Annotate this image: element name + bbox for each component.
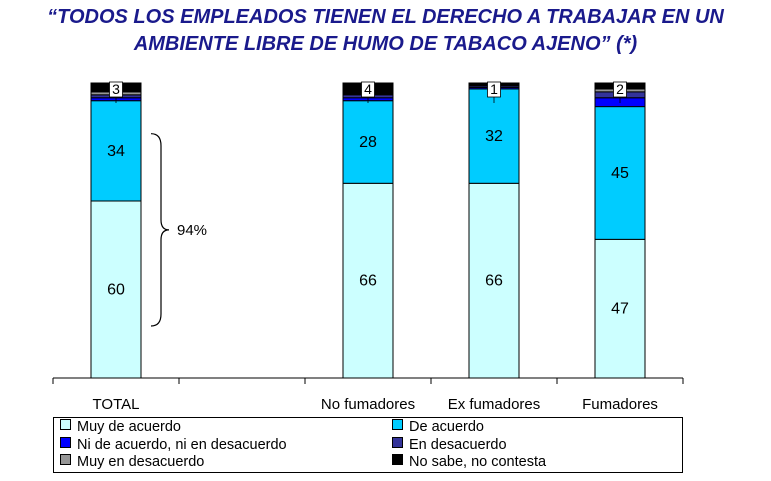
legend-item: Muy de acuerdo — [60, 419, 181, 436]
data-label: 3 — [112, 81, 120, 97]
chart-legend: Muy de acuerdo De acuerdo Ni de acuerdo, n… — [53, 417, 683, 473]
legend-label: Muy en desacuerdo — [77, 454, 205, 470]
legend-item: No sabe, no contesta — [392, 454, 546, 471]
data-label: 28 — [359, 134, 377, 151]
legend-swatch — [392, 454, 403, 465]
bar-segment — [468, 88, 520, 184]
legend-swatch — [60, 436, 71, 448]
data-label: 1 — [490, 81, 498, 97]
data-label: 2 — [616, 81, 624, 97]
data-label: 45 — [611, 165, 629, 182]
x-tick-label: No fumadores — [321, 396, 415, 413]
legend-label: En desacuerdo — [409, 436, 507, 453]
bar-segment — [468, 182, 520, 379]
bar-segment — [594, 238, 646, 379]
data-label: 34 — [107, 143, 125, 160]
annotation-label: 94% — [177, 222, 207, 239]
legend-swatch — [60, 419, 71, 430]
chart-title-line-2: AMBIENTE LIBRE DE HUMO DE TABACO AJENO” … — [133, 33, 638, 55]
legend-item: Muy en desacuerdo — [60, 454, 204, 471]
legend-label: No sabe, no contesta — [409, 454, 547, 470]
data-label: 47 — [611, 301, 629, 318]
legend-label: De acuerdo — [409, 419, 484, 435]
legend-item: Ni de acuerdo, ni en desacuerdo — [60, 436, 287, 454]
data-label: 60 — [107, 282, 125, 299]
annotation-brace — [150, 133, 170, 327]
chart-title-line-1: “TODOS LOS EMPLEADOS TIENEN EL DERECHO A… — [47, 6, 724, 28]
chart-title: “TODOS LOS EMPLEADOS TIENEN EL DERECHO A… — [0, 4, 771, 58]
legend-label: Ni de acuerdo, ni en desacuerdo — [77, 436, 287, 453]
data-label: 32 — [485, 128, 503, 145]
bar-segment — [90, 100, 142, 202]
bar-segment — [90, 200, 142, 379]
legend-item: De acuerdo — [392, 419, 484, 436]
x-tick-label: Fumadores — [582, 396, 658, 413]
legend-swatch — [392, 436, 403, 448]
legend-swatch — [60, 454, 71, 465]
data-label: 66 — [485, 273, 503, 290]
legend-swatch — [392, 419, 403, 430]
data-label: 66 — [359, 273, 377, 290]
x-tick-label: Ex fumadores — [448, 396, 541, 413]
x-tick-label: TOTAL — [93, 396, 140, 413]
data-label: 4 — [364, 81, 372, 97]
legend-label: Muy de acuerdo — [77, 419, 181, 435]
bar-segment — [594, 106, 646, 240]
legend-item: En desacuerdo — [392, 436, 507, 454]
